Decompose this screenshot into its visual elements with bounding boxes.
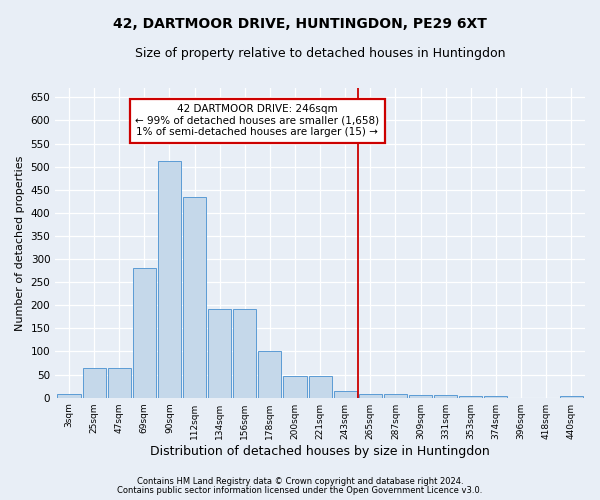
Bar bbox=[183, 196, 206, 398]
Bar bbox=[259, 350, 281, 398]
Bar bbox=[409, 396, 432, 398]
Text: Contains HM Land Registry data © Crown copyright and database right 2024.: Contains HM Land Registry data © Crown c… bbox=[137, 477, 463, 486]
Bar bbox=[58, 394, 80, 398]
Title: Size of property relative to detached houses in Huntingdon: Size of property relative to detached ho… bbox=[135, 48, 505, 60]
Bar bbox=[283, 376, 307, 398]
Bar bbox=[384, 394, 407, 398]
Bar bbox=[233, 309, 256, 398]
Bar bbox=[133, 268, 156, 398]
Bar bbox=[208, 309, 231, 398]
Bar bbox=[334, 391, 357, 398]
Text: Contains public sector information licensed under the Open Government Licence v3: Contains public sector information licen… bbox=[118, 486, 482, 495]
Bar bbox=[158, 161, 181, 398]
Text: 42 DARTMOOR DRIVE: 246sqm
← 99% of detached houses are smaller (1,658)
1% of sem: 42 DARTMOOR DRIVE: 246sqm ← 99% of detac… bbox=[135, 104, 379, 138]
X-axis label: Distribution of detached houses by size in Huntingdon: Distribution of detached houses by size … bbox=[150, 444, 490, 458]
Bar bbox=[560, 396, 583, 398]
Bar bbox=[459, 396, 482, 398]
Bar bbox=[107, 368, 131, 398]
Y-axis label: Number of detached properties: Number of detached properties bbox=[15, 155, 25, 330]
Bar bbox=[308, 376, 332, 398]
Bar bbox=[83, 368, 106, 398]
Text: 42, DARTMOOR DRIVE, HUNTINGDON, PE29 6XT: 42, DARTMOOR DRIVE, HUNTINGDON, PE29 6XT bbox=[113, 18, 487, 32]
Bar bbox=[434, 396, 457, 398]
Bar bbox=[484, 396, 508, 398]
Bar bbox=[359, 394, 382, 398]
